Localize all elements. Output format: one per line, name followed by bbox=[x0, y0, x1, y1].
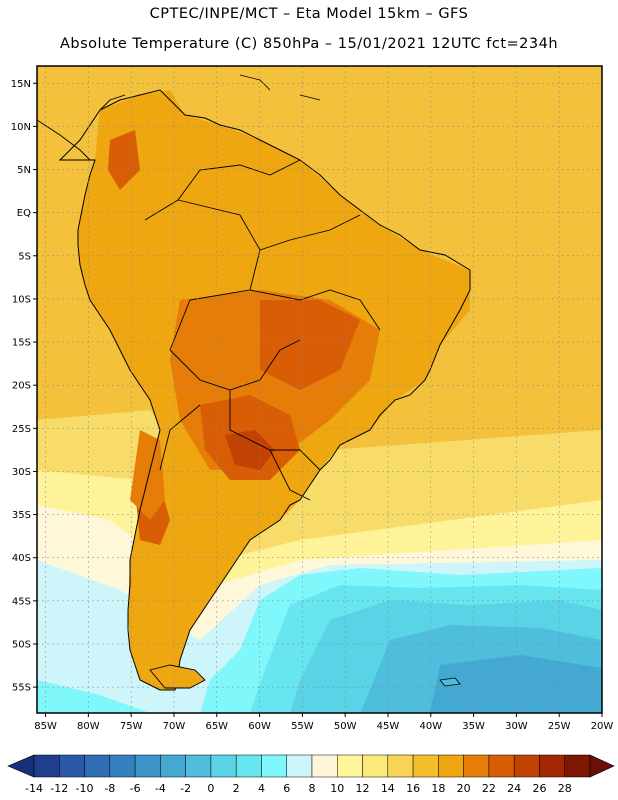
latitude-tick-label: 15S bbox=[12, 338, 31, 349]
latitude-tick-label: 30S bbox=[12, 467, 31, 478]
colorbar-segment bbox=[337, 754, 363, 778]
colorbar-label: -12 bbox=[50, 782, 68, 795]
latitude-tick-label: 5S bbox=[18, 251, 31, 262]
map-subtitle: Absolute Temperature (C) 850hPa – 15/01/… bbox=[59, 36, 559, 52]
colorbar-label: 0 bbox=[207, 782, 214, 795]
colorbar-label: 28 bbox=[558, 782, 572, 795]
latitude-tick-label: 5N bbox=[17, 165, 31, 176]
colorbar-label: -2 bbox=[180, 782, 191, 795]
colorbar-segment bbox=[286, 754, 313, 778]
longitude-tick-label: 60W bbox=[248, 721, 271, 732]
colorbar-label: 12 bbox=[356, 782, 370, 795]
colorbar-label: 16 bbox=[406, 782, 420, 795]
colorbar-under-arrow bbox=[7, 754, 35, 778]
colorbar-segment bbox=[412, 754, 439, 778]
colorbar-label: -14 bbox=[25, 782, 43, 795]
longitude-labels: 85W 80W 75W 70W 65W 60W 55W 50W 45W 40W 35W 30W 25W 2… bbox=[34, 713, 613, 732]
colorbar-label: 22 bbox=[482, 782, 496, 795]
colorbar-label: 20 bbox=[457, 782, 471, 795]
graticule bbox=[37, 66, 603, 713]
longitude-tick-label: 20W bbox=[591, 721, 614, 732]
longitude-tick-label: 70W bbox=[163, 721, 186, 732]
colorbar-label: 2 bbox=[233, 782, 240, 795]
latitude-tick-label: 35S bbox=[12, 510, 31, 521]
colorbar-segment bbox=[109, 754, 136, 778]
latitude-tick-label: 45S bbox=[12, 596, 31, 607]
colorbar-label: 26 bbox=[532, 782, 546, 795]
colorbar-label: -6 bbox=[130, 782, 141, 795]
colorbar-segment bbox=[210, 754, 237, 778]
colorbar-segment bbox=[134, 754, 161, 778]
longitude-tick-label: 30W bbox=[505, 721, 528, 732]
colorbar-segment bbox=[84, 754, 111, 778]
colorbar-segment bbox=[463, 754, 490, 778]
latitude-tick-label: 10N bbox=[11, 122, 31, 133]
colorbar-segment bbox=[438, 754, 464, 778]
latitude-tick-label: 40S bbox=[12, 553, 31, 564]
colorbar-segment bbox=[539, 754, 565, 778]
colorbar-label: 4 bbox=[258, 782, 265, 795]
colorbar-label: -10 bbox=[76, 782, 94, 795]
colorbar-segment bbox=[311, 754, 338, 778]
latitude-tick-label: EQ bbox=[17, 208, 31, 219]
colorbar-label: -8 bbox=[104, 782, 115, 795]
colorbar-segment bbox=[513, 754, 540, 778]
colorbar-labels: -14 -12 -10 -8 -6 -4 -2 0 2 4 6 8 10 12 14 16 18 20 22 24 26… bbox=[25, 782, 572, 795]
colorbar-label: 8 bbox=[309, 782, 316, 795]
colorbar-segment bbox=[235, 754, 262, 778]
colorbar-label: -4 bbox=[155, 782, 166, 795]
longitude-tick-label: 45W bbox=[377, 721, 400, 732]
map-area bbox=[37, 66, 602, 713]
longitude-tick-label: 80W bbox=[77, 721, 100, 732]
colorbar-label: 10 bbox=[330, 782, 344, 795]
longitude-tick-label: 25W bbox=[548, 721, 571, 732]
colorbar-over-arrow bbox=[589, 754, 615, 778]
colorbar-label: 24 bbox=[507, 782, 521, 795]
colorbar-segment bbox=[564, 754, 591, 778]
colorbar-label: 18 bbox=[431, 782, 445, 795]
latitude-tick-label: 15N bbox=[11, 79, 31, 90]
map-title: CPTEC/INPE/MCT – Eta Model 15km – GFS bbox=[149, 6, 469, 22]
colorbar-segment bbox=[59, 754, 85, 778]
latitude-labels: 15N 10N 5N EQ 5S 10S 15S 20S 25S 30S 35S 40S 45S 50S 5… bbox=[11, 79, 37, 694]
latitude-tick-label: 55S bbox=[12, 683, 31, 694]
latitude-tick-label: 25S bbox=[12, 424, 31, 435]
colorbar-segment bbox=[488, 754, 515, 778]
longitude-tick-label: 40W bbox=[419, 721, 442, 732]
longitude-tick-label: 65W bbox=[205, 721, 228, 732]
longitude-tick-label: 55W bbox=[291, 721, 314, 732]
longitude-tick-label: 75W bbox=[120, 721, 143, 732]
colorbar-segment bbox=[185, 754, 212, 778]
colorbar-segment bbox=[160, 754, 186, 778]
longitude-tick-label: 50W bbox=[334, 721, 357, 732]
map-frame bbox=[36, 65, 603, 714]
colorbar bbox=[7, 754, 615, 778]
colorbar-segment bbox=[362, 754, 389, 778]
latitude-tick-label: 50S bbox=[12, 639, 31, 650]
longitude-tick-label: 85W bbox=[34, 721, 57, 732]
colorbar-segment bbox=[33, 754, 60, 778]
latitude-tick-label: 20S bbox=[12, 381, 31, 392]
colorbar-segment bbox=[261, 754, 287, 778]
colorbar-label: 6 bbox=[283, 782, 290, 795]
latitude-tick-label: 10S bbox=[12, 294, 31, 305]
longitude-tick-label: 35W bbox=[462, 721, 485, 732]
colorbar-segment bbox=[387, 754, 414, 778]
colorbar-label: 14 bbox=[381, 782, 395, 795]
